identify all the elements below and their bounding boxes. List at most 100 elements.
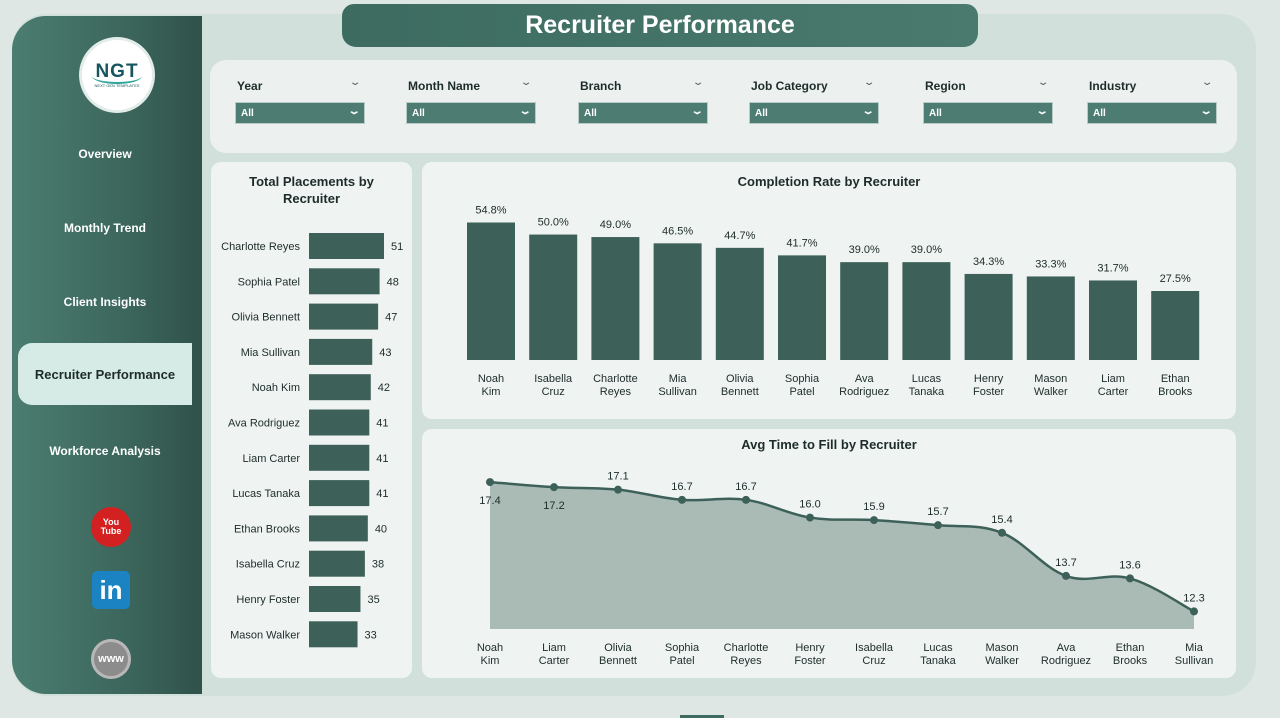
- chevron-down-icon[interactable]: ⌄: [691, 77, 705, 88]
- category-label: Kim: [482, 386, 501, 398]
- data-label: 39.0%: [911, 244, 942, 256]
- category-label: Brooks: [1113, 655, 1148, 667]
- data-label: 15.7: [927, 506, 948, 518]
- nav-label: Overview: [78, 147, 132, 161]
- data-label: 38: [372, 559, 384, 571]
- category-label: Reyes: [600, 386, 632, 398]
- category-label: Reyes: [730, 655, 762, 667]
- nav-item-workforce-analysis[interactable]: Workforce Analysis: [18, 420, 192, 482]
- chevron-down-icon: ⌄: [1035, 106, 1049, 117]
- data-point: [1062, 571, 1070, 580]
- chevron-down-icon[interactable]: ⌄: [348, 77, 362, 88]
- chevron-down-icon[interactable]: ⌄: [1036, 77, 1050, 88]
- chevron-down-icon[interactable]: ⌄: [519, 77, 533, 88]
- category-label: Isabella Cruz: [236, 559, 300, 571]
- category-label: Sullivan: [658, 386, 697, 398]
- category-label: Lucas: [923, 642, 953, 654]
- month-name-dropdown[interactable]: All ⌄: [406, 102, 536, 124]
- data-label: 54.8%: [475, 205, 506, 217]
- data-label: 16.7: [671, 481, 692, 493]
- category-label: Ava Rodriguez: [228, 418, 300, 430]
- dropdown-value: All: [929, 108, 942, 119]
- placements-chart-panel: Total Placements by Recruiter Charlotte …: [211, 162, 412, 678]
- nav-item-overview[interactable]: Overview: [18, 123, 192, 185]
- category-label: Charlotte Reyes: [221, 241, 300, 253]
- completion-chart-panel: Completion Rate by Recruiter 54.8% Noah Ki…: [422, 162, 1236, 419]
- region-dropdown[interactable]: All ⌄: [923, 102, 1053, 124]
- data-label: 16.0: [799, 499, 820, 511]
- data-label: 40: [375, 523, 387, 535]
- category-label: Mia: [1185, 642, 1204, 654]
- placements-chart: Charlotte Reyes 51 Sophia Patel 48 Olivia Be…: [221, 233, 403, 648]
- category-label: Sullivan: [1175, 655, 1214, 667]
- data-point: [742, 495, 750, 504]
- data-label: 17.2: [543, 500, 564, 512]
- filter-label: Region: [925, 79, 966, 93]
- website-icon[interactable]: www: [91, 639, 131, 679]
- data-label: 41: [376, 418, 388, 430]
- filter-label: Month Name: [408, 79, 480, 93]
- job-category-dropdown[interactable]: All ⌄: [749, 102, 879, 124]
- category-label: Patel: [669, 655, 694, 667]
- bar: [840, 262, 889, 360]
- category-label: Patel: [789, 386, 814, 398]
- nav-label: Client Insights: [63, 295, 147, 309]
- youtube-icon[interactable]: You Tube: [91, 507, 131, 547]
- category-label: Ethan Brooks: [234, 523, 301, 535]
- chevron-down-icon[interactable]: ⌄: [862, 77, 876, 88]
- chart-title: Avg Time to Fill by Recruiter: [741, 437, 917, 452]
- nav-item-recruiter-performance[interactable]: Recruiter Performance: [18, 343, 192, 405]
- data-label: 41.7%: [786, 237, 817, 249]
- category-label: Lucas Tanaka: [232, 488, 301, 500]
- linkedin-icon-label: in: [99, 574, 123, 605]
- series-line: [489, 480, 1195, 613]
- data-label: 42: [378, 382, 390, 394]
- data-label: 17.4: [479, 495, 500, 507]
- nav-item-monthly-trend[interactable]: Monthly Trend: [18, 197, 192, 259]
- data-label: 48: [387, 276, 399, 288]
- year-dropdown[interactable]: All ⌄: [235, 102, 365, 124]
- branch-dropdown[interactable]: All ⌄: [578, 102, 708, 124]
- nav-item-client-insights[interactable]: Client Insights: [18, 271, 192, 333]
- category-label: Bennett: [599, 655, 637, 667]
- data-label: 16.7: [735, 481, 756, 493]
- chevron-down-icon: ⌄: [690, 106, 704, 117]
- category-label: Rodriguez: [1041, 655, 1091, 667]
- data-point: [486, 478, 494, 487]
- linkedin-icon[interactable]: in: [92, 571, 130, 609]
- bar: [902, 262, 951, 360]
- category-label: Mason: [985, 642, 1018, 654]
- data-label: 50.0%: [538, 217, 569, 229]
- bar: [309, 621, 358, 648]
- category-label: Olivia: [604, 642, 632, 654]
- chevron-down-icon[interactable]: ⌄: [1200, 77, 1214, 88]
- page-title: Recruiter Performance: [525, 11, 795, 39]
- dropdown-value: All: [241, 108, 254, 119]
- category-label: Sophia Patel: [238, 276, 300, 288]
- data-point: [934, 521, 942, 530]
- bar: [467, 222, 515, 360]
- bar: [653, 243, 702, 360]
- filter-label: Year: [237, 79, 263, 93]
- category-label: Lucas: [912, 373, 942, 385]
- category-label: Mason Walker: [230, 629, 300, 641]
- category-label: Henry Foster: [236, 594, 300, 606]
- data-label: 15.9: [863, 501, 884, 513]
- nav-label: Monthly Trend: [64, 221, 146, 235]
- data-point: [1190, 607, 1198, 616]
- data-label: 41: [376, 453, 388, 465]
- category-label: Foster: [973, 386, 1005, 398]
- data-label: 47: [385, 312, 397, 324]
- data-point: [870, 516, 878, 525]
- dropdown-value: All: [584, 108, 597, 119]
- category-label: Mia: [669, 373, 688, 385]
- dropdown-value: All: [1093, 108, 1106, 119]
- industry-dropdown[interactable]: All ⌄: [1087, 102, 1217, 124]
- bar: [778, 255, 826, 360]
- category-label: Carter: [1098, 386, 1129, 398]
- area-fill: [490, 482, 1194, 629]
- category-label: Ethan: [1161, 373, 1190, 385]
- website-icon-label: www: [98, 653, 124, 665]
- filter-panel: Year ⌄ All ⌄ Month Name ⌄ All ⌄ Branch ⌄ A…: [210, 60, 1237, 153]
